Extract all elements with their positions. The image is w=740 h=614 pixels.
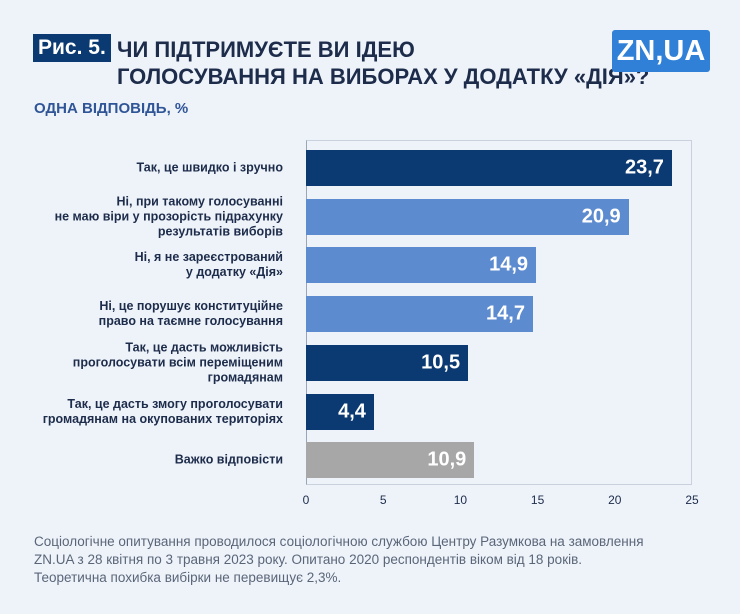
category-label: Ні, це порушує конституційне право на та…: [98, 299, 283, 329]
value-label: 4,4: [338, 400, 366, 422]
footnote: Соціологічне опитування проводилося соці…: [34, 534, 644, 585]
x-tick-label: 25: [685, 493, 699, 507]
x-tick-label: 20: [608, 493, 622, 507]
category-label: Так, це дасть змогу проголосувати громад…: [42, 396, 283, 426]
x-tick-label: 0: [302, 493, 310, 507]
bar: [306, 247, 537, 284]
bar: [306, 198, 629, 235]
value-label: 10,5: [421, 351, 461, 374]
value-label: 23,7: [624, 156, 664, 179]
category-label: Так, це дасть можливість проголосувати в…: [72, 340, 283, 385]
bar: [306, 150, 672, 186]
bar: [306, 296, 533, 333]
value-label: 14,7: [486, 302, 525, 325]
bar: [306, 393, 374, 430]
value-label: 20,9: [581, 205, 621, 228]
x-tick-label: 10: [453, 493, 468, 507]
chart-subtitle: ОДНА ВІДПОВІДЬ, %: [34, 100, 189, 117]
category-label: Так, це швидко і зручно: [136, 160, 283, 175]
category-label: Важко відповісти: [174, 452, 283, 467]
value-label: 10,9: [427, 448, 467, 471]
bar: [306, 344, 469, 381]
chart-title: ЧИ ПІДТРИМУЄТЕ ВИ ІДЕЮ ГОЛОСУВАННЯ НА ВИ…: [117, 37, 650, 89]
figure-label: Рис. 5.: [33, 34, 111, 62]
bar: [306, 442, 475, 479]
logo: ZN,UA: [612, 30, 710, 72]
x-tick-label: 15: [530, 493, 545, 507]
x-tick-label: 5: [379, 493, 387, 507]
category-label: Ні, я не зареєстрований у додатку «Дія»: [134, 250, 283, 280]
value-label: 14,9: [489, 253, 529, 276]
category-label: Ні, при такому голосуванні не маю віри у…: [54, 194, 283, 239]
